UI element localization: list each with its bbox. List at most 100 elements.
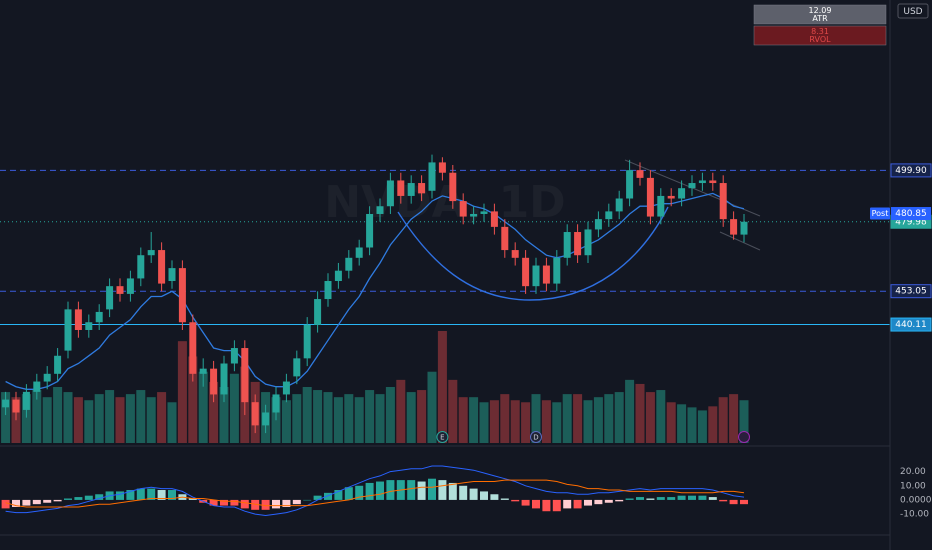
volume-bar — [593, 397, 603, 443]
macd-line — [5, 465, 745, 517]
candle-body — [126, 278, 134, 294]
macd-histogram-bar — [386, 480, 395, 500]
volume-bar — [645, 392, 655, 443]
volume-bar — [32, 390, 42, 443]
candle-body — [147, 250, 155, 256]
candle-body — [574, 232, 582, 256]
macd-histogram-bar — [480, 491, 488, 500]
volume-bar — [105, 390, 115, 443]
volume-bar — [385, 387, 395, 443]
event-label: D — [533, 434, 538, 442]
macd-histogram-bar — [532, 499, 540, 509]
candle-body — [137, 255, 145, 279]
candle-body — [449, 172, 457, 202]
macd-histogram-bar — [324, 492, 332, 500]
currency: USD — [903, 7, 922, 17]
volume-bar — [396, 379, 406, 443]
macd-histogram-bar — [552, 499, 561, 512]
macd-pane — [1, 465, 748, 517]
macd-tick-label: -10.00 — [900, 510, 929, 520]
candle-body — [428, 162, 436, 191]
macd-histogram-bar — [32, 499, 41, 505]
post-badge — [891, 207, 931, 221]
volume-bar — [562, 394, 572, 443]
candle-body — [106, 286, 114, 310]
volume-bar — [437, 331, 447, 443]
candle-body — [12, 399, 20, 413]
macd-histogram-bar — [84, 495, 93, 500]
candle-body — [199, 368, 207, 374]
volume-bar — [479, 402, 489, 443]
volume-bar — [73, 397, 83, 443]
volume-bar — [625, 379, 635, 443]
volume-bar — [500, 394, 510, 443]
macd-histogram-bar — [729, 499, 738, 505]
macd-histogram-bar — [438, 480, 447, 500]
volume-bar — [157, 392, 167, 443]
macd-histogram-bar — [365, 482, 374, 500]
candle-body — [334, 270, 342, 282]
candle-body — [33, 381, 41, 392]
volume-bar — [635, 383, 645, 443]
candle-body — [116, 286, 124, 294]
volume-bar — [63, 392, 73, 443]
candle-body — [397, 180, 405, 196]
indicator-name: RVOL — [809, 35, 831, 44]
volume-bar — [354, 397, 364, 443]
volume-bar — [21, 394, 31, 443]
macd-histogram-bar — [615, 499, 624, 502]
candle-body — [158, 250, 166, 284]
candle-body — [657, 195, 665, 217]
candle-body — [511, 250, 519, 258]
macd-histogram-bar — [563, 499, 572, 509]
indicator-value: 12.09 — [809, 6, 832, 15]
candle-body — [262, 412, 270, 426]
candle-body — [85, 322, 93, 330]
candle-body — [407, 183, 415, 196]
candle-body — [178, 268, 186, 323]
volume-bar — [718, 397, 728, 443]
volume-bar — [656, 390, 666, 443]
macd-histogram-bar — [95, 494, 104, 500]
candle-body — [314, 299, 322, 325]
candle-body — [563, 232, 571, 258]
volume-bar — [708, 406, 718, 443]
event-label: E — [440, 434, 444, 442]
candle-body — [438, 162, 446, 173]
candle-body — [64, 309, 72, 351]
macd-histogram-bar — [147, 488, 156, 500]
volume-bar — [729, 394, 739, 443]
volume-bar — [458, 397, 468, 443]
candle-body — [324, 281, 332, 300]
macd-histogram-bar — [656, 497, 665, 500]
volume-bar — [188, 356, 198, 443]
candle-body — [584, 229, 592, 256]
indicator-box — [753, 4, 887, 25]
candle-body — [303, 324, 311, 359]
level-badge — [890, 163, 932, 178]
volume-bar — [531, 394, 541, 443]
macd-histogram-bar — [136, 488, 145, 500]
candle-body — [74, 309, 82, 330]
volume-bar — [42, 397, 52, 443]
macd-histogram-bar — [407, 480, 416, 500]
macd-histogram-bar — [282, 499, 291, 507]
volume-bar — [333, 397, 343, 443]
macd-histogram-bar — [573, 499, 582, 509]
volume-bar — [406, 392, 416, 443]
macd-histogram-bar — [708, 497, 717, 500]
volume-bar — [510, 400, 520, 443]
candle-body — [709, 180, 717, 184]
candle-body — [542, 265, 550, 284]
level-label: 440.11 — [895, 320, 927, 330]
volume-bar — [1, 392, 11, 443]
macd-histogram-bar — [667, 497, 676, 500]
candle-body — [615, 198, 623, 212]
volume-bar — [583, 400, 593, 443]
macd-tick-label: 10.00 — [900, 481, 926, 491]
candle-body — [230, 348, 238, 364]
volume-bar — [177, 341, 187, 443]
macd-histogram-bar — [344, 487, 353, 500]
